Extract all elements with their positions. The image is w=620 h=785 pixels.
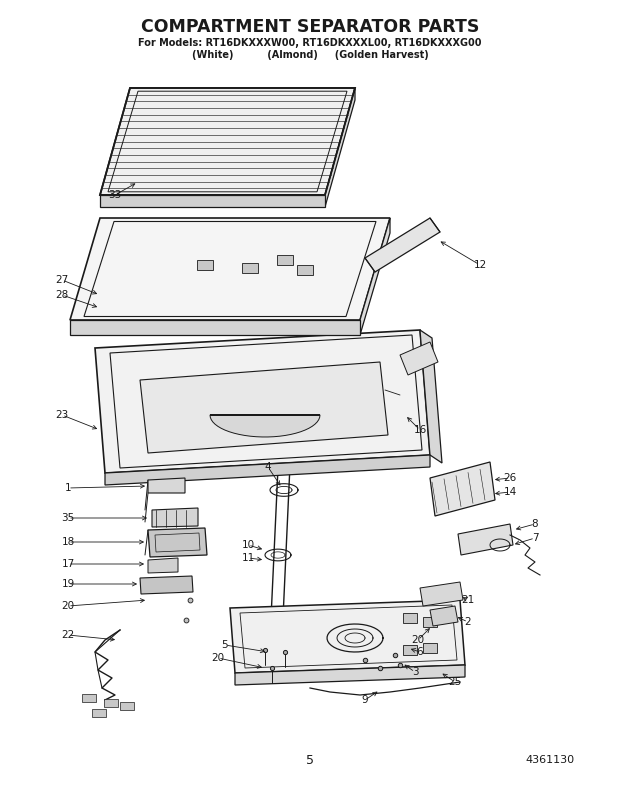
Polygon shape	[360, 218, 390, 335]
Polygon shape	[105, 455, 430, 485]
Polygon shape	[458, 524, 513, 555]
Text: 26: 26	[503, 473, 516, 483]
Text: 23: 23	[55, 410, 69, 420]
Polygon shape	[152, 508, 198, 527]
Polygon shape	[242, 263, 258, 273]
Text: 33: 33	[108, 190, 122, 200]
Polygon shape	[82, 694, 96, 702]
Text: (White)          (Almond)     (Golden Harvest): (White) (Almond) (Golden Harvest)	[192, 50, 428, 60]
Text: 18: 18	[61, 537, 74, 547]
Text: 3: 3	[412, 667, 418, 677]
Text: 6: 6	[417, 647, 423, 657]
Polygon shape	[120, 702, 134, 710]
Polygon shape	[148, 478, 185, 493]
Polygon shape	[197, 260, 213, 270]
Text: For Models: RT16DKXXXW00, RT16DKXXXL00, RT16DKXXXG00: For Models: RT16DKXXXW00, RT16DKXXXL00, …	[138, 38, 482, 48]
Text: 11: 11	[241, 553, 255, 563]
Polygon shape	[140, 576, 193, 594]
Text: 10: 10	[241, 540, 255, 550]
Text: ReplacementParts.com: ReplacementParts.com	[206, 376, 414, 394]
Text: 21: 21	[461, 595, 475, 605]
Polygon shape	[70, 218, 390, 320]
Polygon shape	[423, 643, 437, 653]
Text: 4: 4	[265, 462, 272, 472]
Polygon shape	[230, 600, 465, 673]
Text: 19: 19	[61, 579, 74, 589]
Polygon shape	[95, 330, 430, 473]
Polygon shape	[100, 195, 325, 207]
Polygon shape	[148, 558, 178, 573]
Polygon shape	[277, 255, 293, 265]
Text: 20: 20	[61, 601, 74, 611]
Text: 17: 17	[61, 559, 74, 569]
Polygon shape	[403, 613, 417, 623]
Text: 5: 5	[222, 640, 228, 650]
Polygon shape	[365, 218, 440, 272]
Text: 7: 7	[532, 533, 538, 543]
Polygon shape	[210, 415, 320, 437]
Polygon shape	[140, 362, 388, 453]
Text: 8: 8	[532, 519, 538, 529]
Text: 4361130: 4361130	[525, 755, 575, 765]
Text: 28: 28	[55, 290, 69, 300]
Polygon shape	[423, 617, 437, 627]
Text: 22: 22	[61, 630, 74, 640]
Text: 12: 12	[474, 260, 487, 270]
Polygon shape	[420, 330, 442, 463]
Text: 35: 35	[61, 513, 74, 523]
Text: 1: 1	[64, 483, 71, 493]
Text: 20: 20	[412, 635, 425, 645]
Polygon shape	[235, 665, 465, 685]
Text: 9: 9	[361, 695, 368, 705]
Polygon shape	[430, 462, 495, 516]
Text: 25: 25	[448, 677, 462, 687]
Text: 5: 5	[306, 754, 314, 766]
Polygon shape	[430, 606, 458, 626]
Polygon shape	[297, 265, 313, 275]
Text: 16: 16	[414, 425, 427, 435]
Polygon shape	[420, 582, 463, 606]
Polygon shape	[92, 709, 106, 717]
Polygon shape	[325, 88, 355, 207]
Polygon shape	[104, 699, 118, 707]
Polygon shape	[100, 88, 355, 195]
Text: 14: 14	[503, 487, 516, 497]
Polygon shape	[403, 645, 417, 655]
Text: COMPARTMENT SEPARATOR PARTS: COMPARTMENT SEPARATOR PARTS	[141, 18, 479, 36]
Polygon shape	[70, 320, 360, 335]
Text: 27: 27	[55, 275, 69, 285]
Polygon shape	[400, 342, 438, 375]
Text: 2: 2	[464, 617, 471, 627]
Polygon shape	[148, 528, 207, 557]
Text: 20: 20	[211, 653, 224, 663]
